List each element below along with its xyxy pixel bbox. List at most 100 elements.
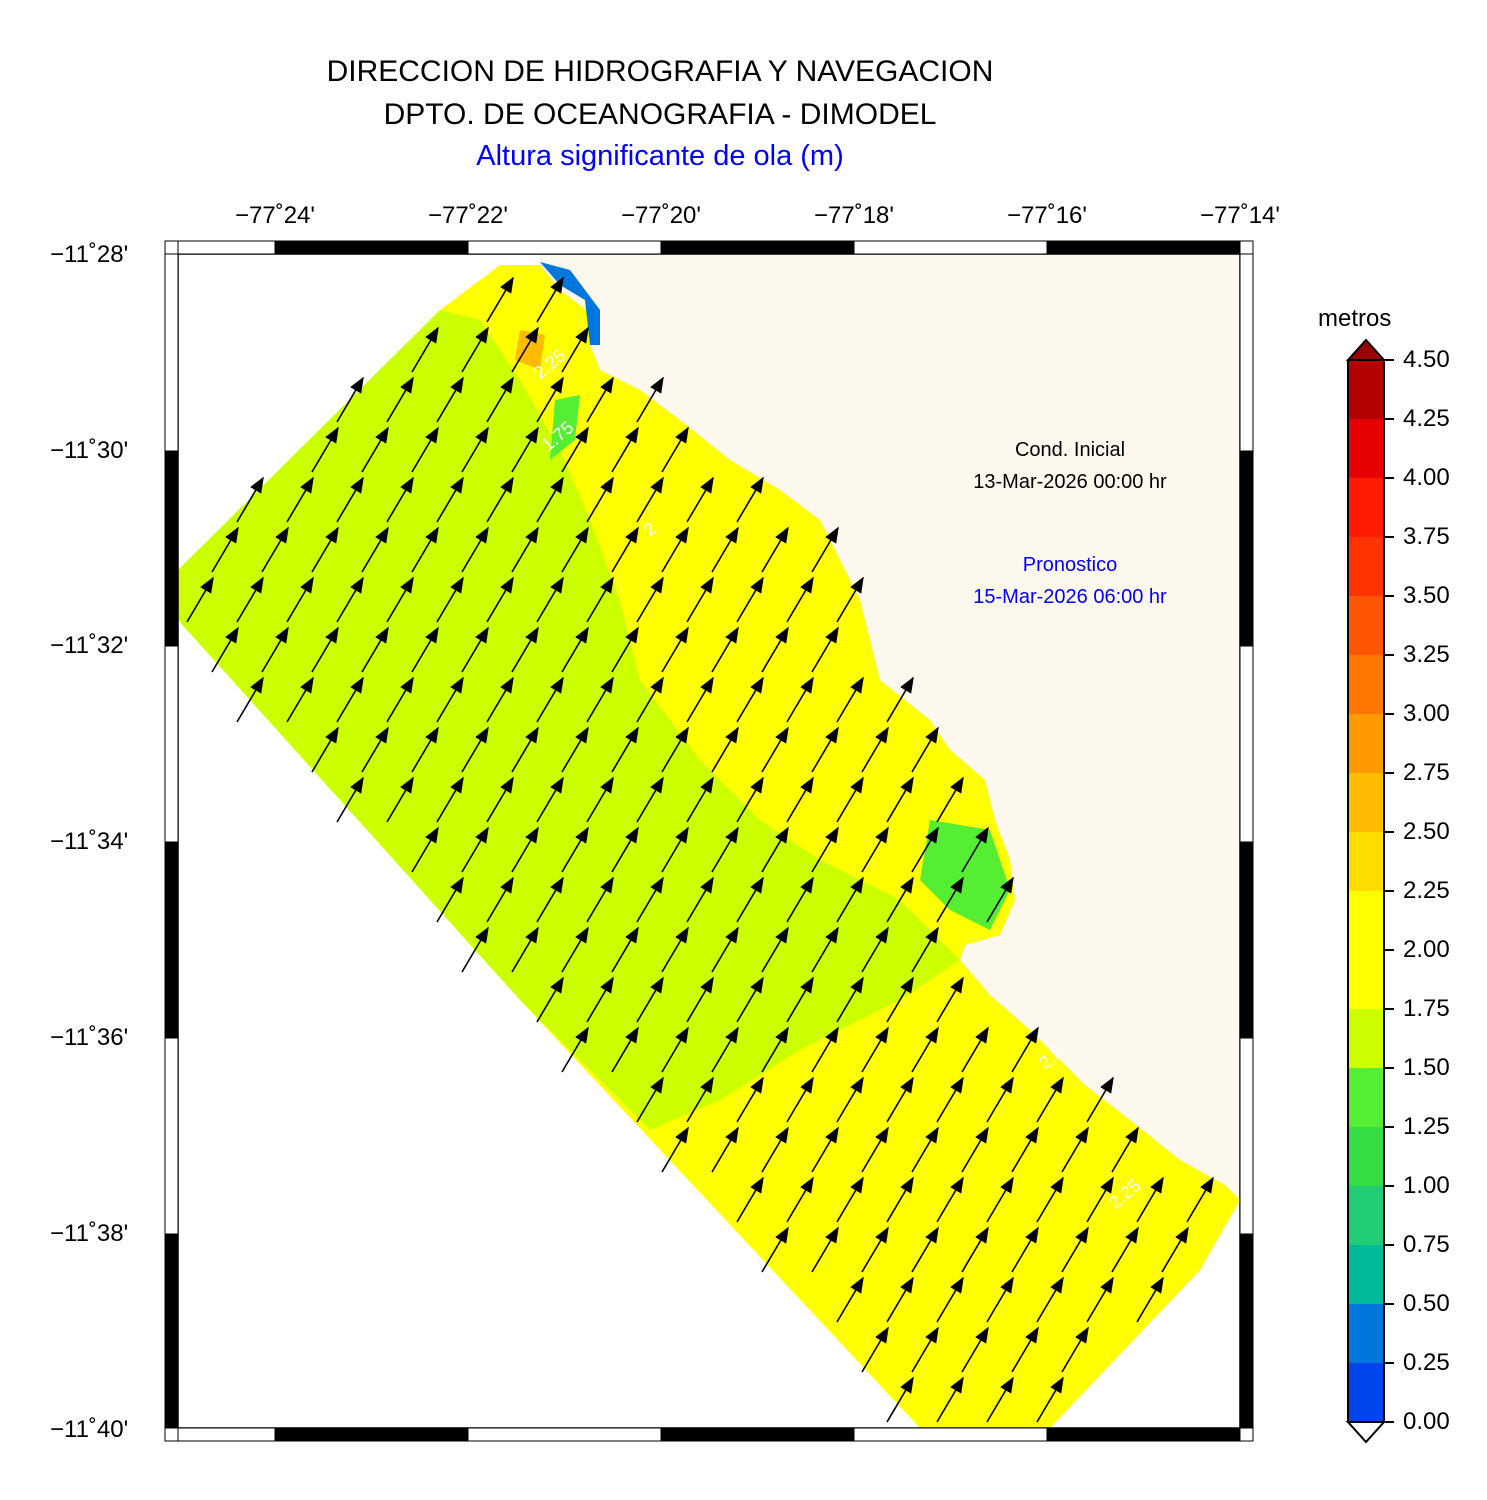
wave-arrow <box>461 426 489 473</box>
wave-arrow <box>311 426 339 473</box>
wave-arrow <box>811 726 839 773</box>
wave-arrow <box>636 476 664 523</box>
colorbar-tick-label: 0.75 <box>1403 1231 1450 1258</box>
wave-arrow <box>486 476 514 523</box>
wave-arrow <box>311 726 339 773</box>
coastal-band <box>540 262 600 345</box>
wave-arrow <box>661 526 689 573</box>
frame-segment <box>164 253 179 452</box>
wave-arrow <box>511 326 539 373</box>
colorbar-swatch <box>1348 596 1384 656</box>
wave-arrow <box>386 376 414 423</box>
wave-arrow <box>786 676 814 723</box>
wave-arrow <box>661 626 689 673</box>
frame-segment <box>274 240 469 255</box>
wave-arrow <box>611 426 639 473</box>
wave-arrow <box>761 1226 789 1273</box>
colorbar-tick-label: 4.25 <box>1403 405 1450 432</box>
colorbar-tick-label: 3.00 <box>1403 700 1450 727</box>
colorbar-tick-label: 1.00 <box>1403 1172 1450 1199</box>
wave-arrow <box>611 526 639 573</box>
wave-arrow <box>361 526 389 573</box>
colorbar-tick-label: 1.50 <box>1403 1054 1450 1081</box>
frame-segment <box>164 1037 179 1235</box>
wave-arrow <box>1086 1176 1114 1223</box>
colorbar-swatch <box>1348 950 1384 1010</box>
wave-arrow <box>861 726 889 773</box>
colorbar-tick-label: 2.25 <box>1403 877 1450 904</box>
colorbar-tick-label: 4.50 <box>1403 346 1450 373</box>
low-wave-patch <box>550 395 580 460</box>
wave-arrow <box>1036 1276 1064 1323</box>
wave-arrow <box>411 726 439 773</box>
frame-segment <box>164 450 179 647</box>
wave-arrow <box>436 376 464 423</box>
wave-arrow <box>436 476 464 523</box>
frame-segment <box>274 1427 469 1442</box>
wave-arrow <box>711 726 739 773</box>
title-department: DPTO. DE OCEANOGRAFIA - DIMODEL <box>383 98 937 131</box>
x-tick-label: −77˚16' <box>1007 202 1087 229</box>
wave-arrow <box>761 526 789 573</box>
x-tick-label: −77˚20' <box>621 202 701 229</box>
wave-arrow <box>761 926 789 973</box>
wave-arrow <box>561 426 589 473</box>
wave-arrow <box>361 726 389 773</box>
wave-arrow <box>986 1376 1014 1423</box>
wave-arrow <box>711 826 739 873</box>
wave-arrow <box>986 876 1014 923</box>
frame-segment <box>177 1427 276 1442</box>
wave-arrow <box>761 1026 789 1073</box>
wave-arrow <box>811 626 839 673</box>
wave-arrow <box>811 1126 839 1173</box>
wave-arrow <box>886 1176 914 1223</box>
frame-segment <box>164 1233 179 1429</box>
wave-arrow <box>436 576 464 623</box>
wave-arrow <box>686 876 714 923</box>
wave-arrow <box>911 926 939 973</box>
frame-segment <box>1239 1233 1254 1429</box>
wave-arrow <box>636 1076 664 1123</box>
colorbar-tick-label: 3.50 <box>1403 582 1450 609</box>
frame-segment <box>1239 240 1254 255</box>
wave-arrow <box>811 826 839 873</box>
wave-arrow <box>561 1026 589 1073</box>
wave-arrow <box>711 526 739 573</box>
colorbar-swatch <box>1348 891 1384 951</box>
wave-arrow <box>886 1276 914 1323</box>
colorbar-swatch <box>1348 360 1384 420</box>
wave-arrow <box>486 676 514 723</box>
wave-arrow <box>811 926 839 973</box>
wave-arrow <box>886 676 914 723</box>
colorbar-tick-label: 4.00 <box>1403 464 1450 491</box>
wave-arrow <box>311 526 339 573</box>
colorbar-swatch <box>1348 1068 1384 1128</box>
wave-arrow <box>686 776 714 823</box>
frame-segment <box>660 1427 855 1442</box>
colorbar-title: metros <box>1318 305 1392 332</box>
frame-segment <box>853 1427 1048 1442</box>
wave-direction-arrows <box>186 276 1214 1423</box>
wave-arrow <box>936 1376 964 1423</box>
forecast-label: Pronostico <box>1022 554 1118 576</box>
wave-arrow <box>836 1076 864 1123</box>
wave-arrow <box>861 926 889 973</box>
wave-arrow <box>386 576 414 623</box>
wave-arrow <box>236 676 264 723</box>
wave-arrow <box>461 626 489 673</box>
wave-arrow <box>461 926 489 973</box>
wave-arrow <box>836 676 864 723</box>
wave-arrow <box>861 1026 889 1073</box>
wave-arrow <box>961 1226 989 1273</box>
wave-arrow <box>611 1026 639 1073</box>
wave-arrow <box>536 876 564 923</box>
frame-segment <box>1239 1427 1254 1442</box>
wave-arrow <box>936 776 964 823</box>
wave-arrow <box>561 326 589 373</box>
title-institution: DIRECCION DE HIDROGRAFIA Y NAVEGACION <box>326 55 994 88</box>
wave-arrow <box>736 576 764 623</box>
y-tick-label: −11˚30' <box>50 437 129 464</box>
wave-arrow <box>1086 1276 1114 1323</box>
colorbar-swatch <box>1348 419 1384 479</box>
